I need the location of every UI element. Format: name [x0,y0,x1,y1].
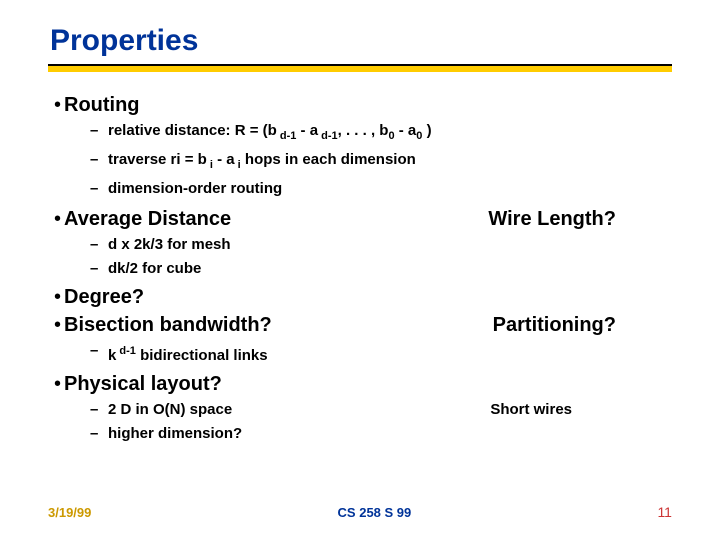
slide-title: Properties [48,24,672,58]
dash-icon: – [90,425,108,443]
physical-label: Physical layout? [64,373,222,395]
superscript: d-1 [116,345,136,357]
bullet-bisection: • Bisection bandwidth? Partitioning? [48,314,672,336]
routing-label: Routing [64,94,140,116]
bisection-sub-1: – k d-1 bidirectional links [48,342,672,365]
bullet-dot-icon: • [54,94,64,116]
frag: - a [395,122,417,139]
slide-body: • Routing – relative distance: R = (b d-… [48,72,672,443]
bullet-dot-icon: • [54,373,64,395]
frag: - a [213,151,235,168]
frag: ) [422,122,431,139]
dash-icon: – [90,180,108,198]
routing-sub-1-text: relative distance: R = (b d-1 - a d-1, .… [108,122,432,145]
dash-icon: – [90,122,108,140]
dash-icon: – [90,260,108,278]
avg-distance-label: Average Distance [64,208,231,230]
dash-icon: – [90,401,108,419]
short-wires-label: Short wires [490,401,572,419]
bullet-routing: • Routing [48,94,672,116]
frag: bidirectional links [136,347,268,364]
physical-sub-2-text: higher dimension? [108,425,242,443]
routing-sub-2: – traverse ri = b i - a i hops in each d… [48,151,672,174]
physical-sub-1: – 2 D in O(N) space Short wires [48,401,672,419]
physical-sub-2: – higher dimension? [48,425,672,443]
bullet-avg-distance: • Average Distance Wire Length? [48,208,672,230]
frag: - a [296,122,318,139]
bullet-degree: • Degree? [48,286,672,308]
wire-length-label: Wire Length? [488,208,616,230]
bullet-dot-icon: • [54,208,64,230]
routing-sub-2-text: traverse ri = b i - a i hops in each dim… [108,151,416,174]
dash-icon: – [90,151,108,169]
subscript: d-1 [277,130,297,142]
physical-sub-1-text: 2 D in O(N) space [108,401,232,419]
avgdist-sub-1: – d x 2k/3 for mesh [48,236,672,254]
avgdist-sub-2: – dk/2 for cube [48,260,672,278]
dash-icon: – [90,342,108,360]
routing-sub-3: – dimension-order routing [48,180,672,198]
partitioning-label: Partitioning? [493,314,616,336]
footer-course: CS 258 S 99 [338,505,412,520]
avgdist-sub-2-text: dk/2 for cube [108,260,201,278]
bullet-dot-icon: • [54,314,64,336]
slide: Properties • Routing – relative distance… [0,0,720,540]
frag: hops in each dimension [241,151,416,168]
bullet-physical: • Physical layout? [48,373,672,395]
subscript: d-1 [318,130,338,142]
dash-icon: – [90,236,108,254]
footer-date: 3/19/99 [48,505,91,520]
routing-sub-1: – relative distance: R = (b d-1 - a d-1,… [48,122,672,145]
frag: , . . . , b [338,122,389,139]
degree-label: Degree? [64,286,144,308]
bisection-label: Bisection bandwidth? [64,314,272,336]
frag: relative distance: R = (b [108,122,277,139]
footer-page-number: 11 [657,504,672,520]
frag: traverse ri = b [108,151,207,168]
slide-footer: 3/19/99 CS 258 S 99 11 [0,504,720,520]
bullet-dot-icon: • [54,286,64,308]
routing-sub-3-text: dimension-order routing [108,180,282,198]
avgdist-sub-1-text: d x 2k/3 for mesh [108,236,231,254]
bisection-sub-1-text: k d-1 bidirectional links [108,342,268,365]
